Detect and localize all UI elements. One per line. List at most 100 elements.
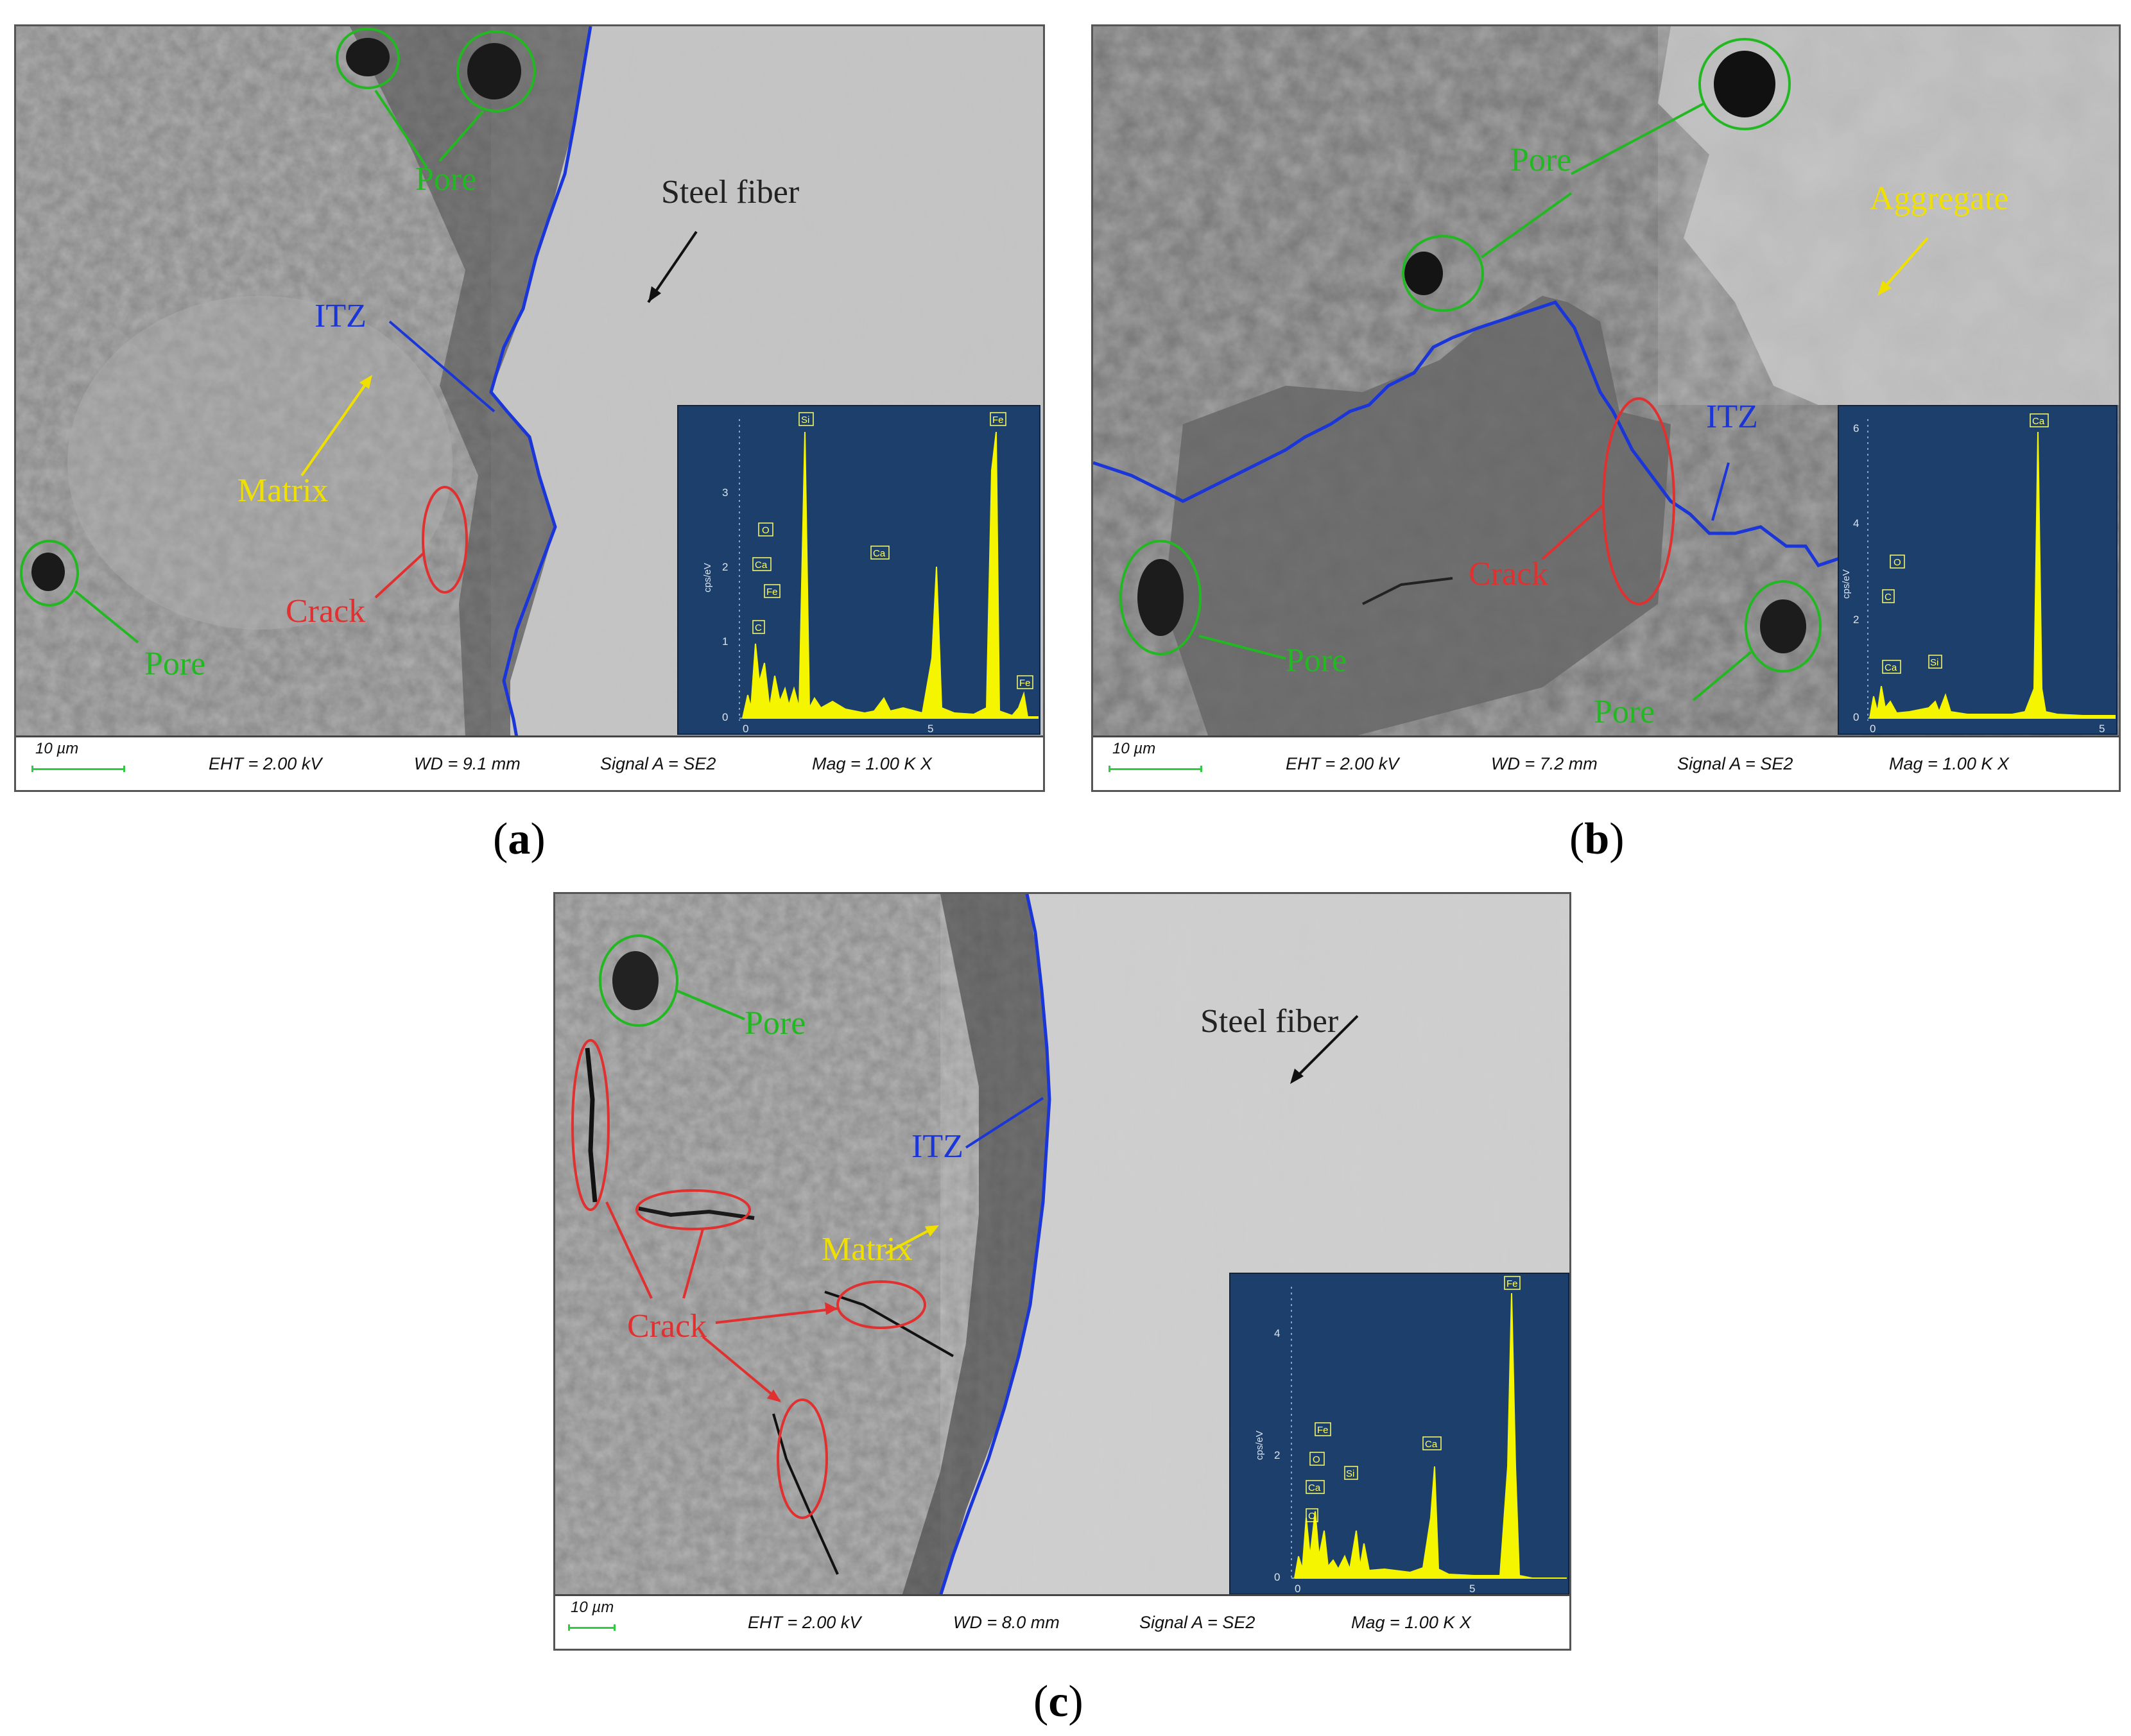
eds-peak-label: Fe [1019, 678, 1031, 689]
eds-peak-label: Ca [755, 560, 768, 571]
eds-spectrum-c: 0 2 4 0 5 cps/eV Fe Fe O Ca C Si Ca [1229, 1273, 1569, 1595]
scale-bar [1109, 766, 1202, 772]
eds-spectrum-b: 0 2 4 6 0 5 cps/eV Ca O C Ca Si [1838, 405, 2118, 735]
sem-info-bar-b: 10 µm EHT = 2.00 kV WD = 7.2 mm Signal A… [1093, 735, 2119, 790]
pore-label: Pore [745, 1005, 806, 1042]
eds-peak-label: Ca [2032, 416, 2045, 427]
pore-marker [1745, 580, 1822, 673]
sem-panel-b: Pore Aggregate ITZ Crack Pore Pore 0 2 4… [1091, 24, 2121, 792]
pore-label: Pore [144, 646, 205, 682]
eds-peak-label: Fe [992, 415, 1004, 425]
eds-ytick: 0 [1853, 711, 1859, 723]
scale-bar [568, 1624, 616, 1631]
crack-marker [777, 1398, 828, 1519]
eds-peak-label: Si [1346, 1468, 1354, 1479]
eds-peak-label: Si [801, 415, 809, 425]
wd-value: WD = 9.1 mm [414, 754, 521, 773]
eds-peak-label: Fe [1317, 1425, 1329, 1436]
pore-label: Pore [1594, 694, 1655, 730]
pore-marker [20, 540, 79, 606]
caption-c: (c) [1033, 1677, 1083, 1726]
eds-peak-label: Fe [766, 587, 778, 597]
eds-ylabel: cps/eV [1254, 1431, 1265, 1460]
sem-panel-a: Pore Pore Steel fiber ITZ Matrix Crack 0… [14, 24, 1045, 792]
crack-label: Crack [627, 1308, 707, 1345]
eds-peak-label: Ca [873, 548, 886, 559]
crack-marker [571, 1039, 610, 1211]
eds-ytick: 0 [722, 711, 728, 723]
sem-info-bar-c: 10 µm EHT = 2.00 kV WD = 8.0 mm Signal A… [555, 1594, 1569, 1649]
eds-peak-label: C [755, 623, 762, 633]
eds-peak-label: Ca [1425, 1439, 1438, 1450]
matrix-label: Matrix [237, 472, 329, 509]
eds-ytick: 0 [1274, 1571, 1280, 1583]
itz-boundary-c [938, 894, 1051, 1596]
eds-ytick: 4 [1853, 517, 1859, 529]
eds-ytick: 2 [722, 561, 728, 573]
crack-marker [1602, 397, 1675, 605]
steel-fiber-label: Steel fiber [661, 174, 799, 211]
signal-value: Signal A = SE2 [1139, 1613, 1255, 1632]
eds-peak-label: Ca [1308, 1482, 1321, 1493]
crack-label: Crack [286, 593, 365, 630]
eht-value: EHT = 2.00 kV [1286, 754, 1399, 773]
eds-peak-label: Si [1930, 657, 1938, 668]
wd-value: WD = 8.0 mm [953, 1613, 1060, 1632]
signal-value: Signal A = SE2 [1677, 754, 1793, 773]
aggregate-label: Aggregate [1870, 180, 2009, 217]
eds-xtick: 5 [927, 723, 933, 734]
sem-image-a: Pore Pore Steel fiber ITZ Matrix Crack [16, 26, 1043, 737]
pore-marker [599, 934, 678, 1027]
mag-value: Mag = 1.00 K X [1351, 1613, 1471, 1632]
pore-marker [1698, 38, 1791, 130]
sem-info-bar-a: 10 µm EHT = 2.00 kV WD = 9.1 mm Signal A… [16, 735, 1043, 790]
eds-ytick: 3 [722, 486, 728, 499]
eds-xtick: 0 [743, 723, 748, 734]
crack-marker [635, 1189, 751, 1230]
pore-marker [1402, 235, 1484, 312]
eds-ytick: 4 [1274, 1327, 1280, 1339]
sem-panel-c: Pore Steel fiber ITZ Matrix Crack 0 2 4 … [553, 892, 1571, 1651]
caption-b: (b) [1569, 814, 1625, 864]
eds-spectrum-a: 0 1 2 3 0 5 cps/eV Si Fe O Ca Fe C Ca Fe [677, 405, 1040, 735]
steel-fiber-label: Steel fiber [1200, 1003, 1338, 1040]
pore-label: Pore [1510, 142, 1571, 178]
eds-ylabel: cps/eV [702, 563, 713, 592]
crack-marker [422, 486, 468, 594]
eds-peak-label: C [1308, 1511, 1315, 1522]
crack-marker [836, 1280, 926, 1329]
eds-ytick: 2 [1274, 1449, 1280, 1461]
eht-value: EHT = 2.00 kV [209, 754, 322, 773]
scale-bar-label: 10 µm [571, 1599, 614, 1616]
signal-value: Signal A = SE2 [600, 754, 716, 773]
eds-ytick: 6 [1853, 422, 1859, 434]
eds-peak-label: C [1885, 592, 1892, 603]
matrix-label: Matrix [822, 1231, 913, 1268]
itz-label: ITZ [911, 1128, 963, 1165]
eds-ytick: 1 [722, 635, 728, 648]
eds-ytick: 2 [1853, 614, 1859, 626]
wd-value: WD = 7.2 mm [1491, 754, 1598, 773]
eds-peak-label: O [1894, 557, 1901, 568]
scale-bar [31, 766, 125, 772]
pore-label: Pore [1286, 642, 1347, 679]
itz-boundary-b [1093, 300, 1849, 567]
mag-value: Mag = 1.00 K X [1889, 754, 2009, 773]
eds-xtick: 5 [1469, 1583, 1475, 1594]
eds-ylabel: cps/eV [1841, 569, 1852, 599]
pore-marker [456, 30, 536, 112]
mag-value: Mag = 1.00 K X [812, 754, 932, 773]
eds-peak-label: O [762, 525, 770, 536]
eds-xtick: 5 [2099, 723, 2105, 734]
eds-peak-label: Fe [1506, 1278, 1518, 1289]
eht-value: EHT = 2.00 kV [748, 1613, 861, 1632]
pore-label: Pore [415, 161, 476, 198]
scale-bar-label: 10 µm [1112, 740, 1156, 757]
itz-boundary-a [489, 26, 592, 737]
eds-peak-label: O [1313, 1454, 1320, 1465]
eds-xtick: 0 [1295, 1583, 1300, 1594]
pore-marker [1119, 540, 1202, 655]
itz-label: ITZ [1706, 399, 1758, 435]
scale-bar-label: 10 µm [35, 740, 79, 757]
eds-xtick: 0 [1870, 723, 1876, 734]
